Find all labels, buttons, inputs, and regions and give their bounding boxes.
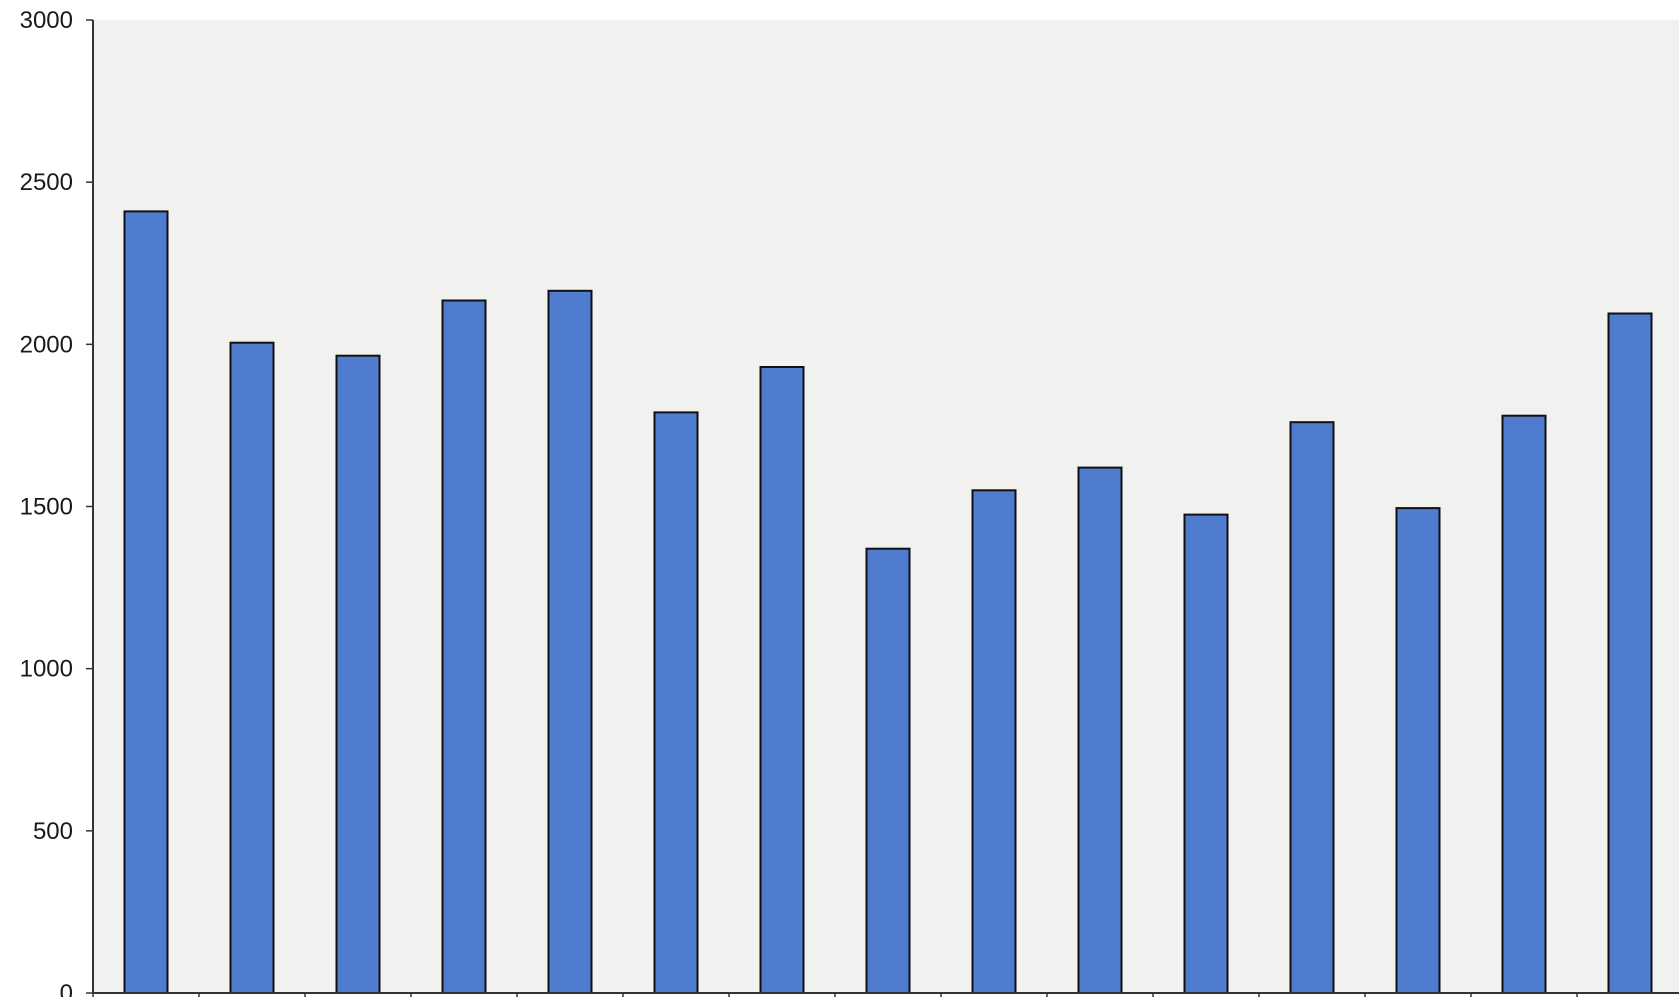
bar-7 [759, 366, 805, 994]
y-tick-label: 1000 [20, 656, 73, 683]
bar-14 [1501, 414, 1547, 994]
bar-6 [653, 411, 699, 994]
y-tick-label: 0 [60, 980, 73, 997]
bar-8 [865, 547, 911, 994]
bar-3 [335, 354, 381, 994]
y-tick-label: 2500 [20, 169, 73, 196]
y-tick-label: 3000 [20, 7, 73, 34]
bar-15 [1607, 312, 1653, 994]
bar-2 [229, 341, 275, 994]
bar-11 [1183, 513, 1229, 994]
y-tick-label: 2000 [20, 331, 73, 358]
bar-series [123, 210, 1653, 995]
bar-5 [547, 289, 593, 994]
bar-9 [971, 489, 1017, 994]
y-axis: 0 500 1000 1500 2000 2500 3000 [20, 7, 93, 1002]
bar-1 [123, 210, 169, 994]
y-tick-label: 1500 [20, 494, 73, 521]
bar-13 [1395, 507, 1441, 994]
bar-10 [1077, 466, 1123, 995]
bar-4 [441, 299, 487, 994]
bar-12 [1289, 421, 1335, 994]
y-tick-label: 500 [33, 818, 73, 845]
